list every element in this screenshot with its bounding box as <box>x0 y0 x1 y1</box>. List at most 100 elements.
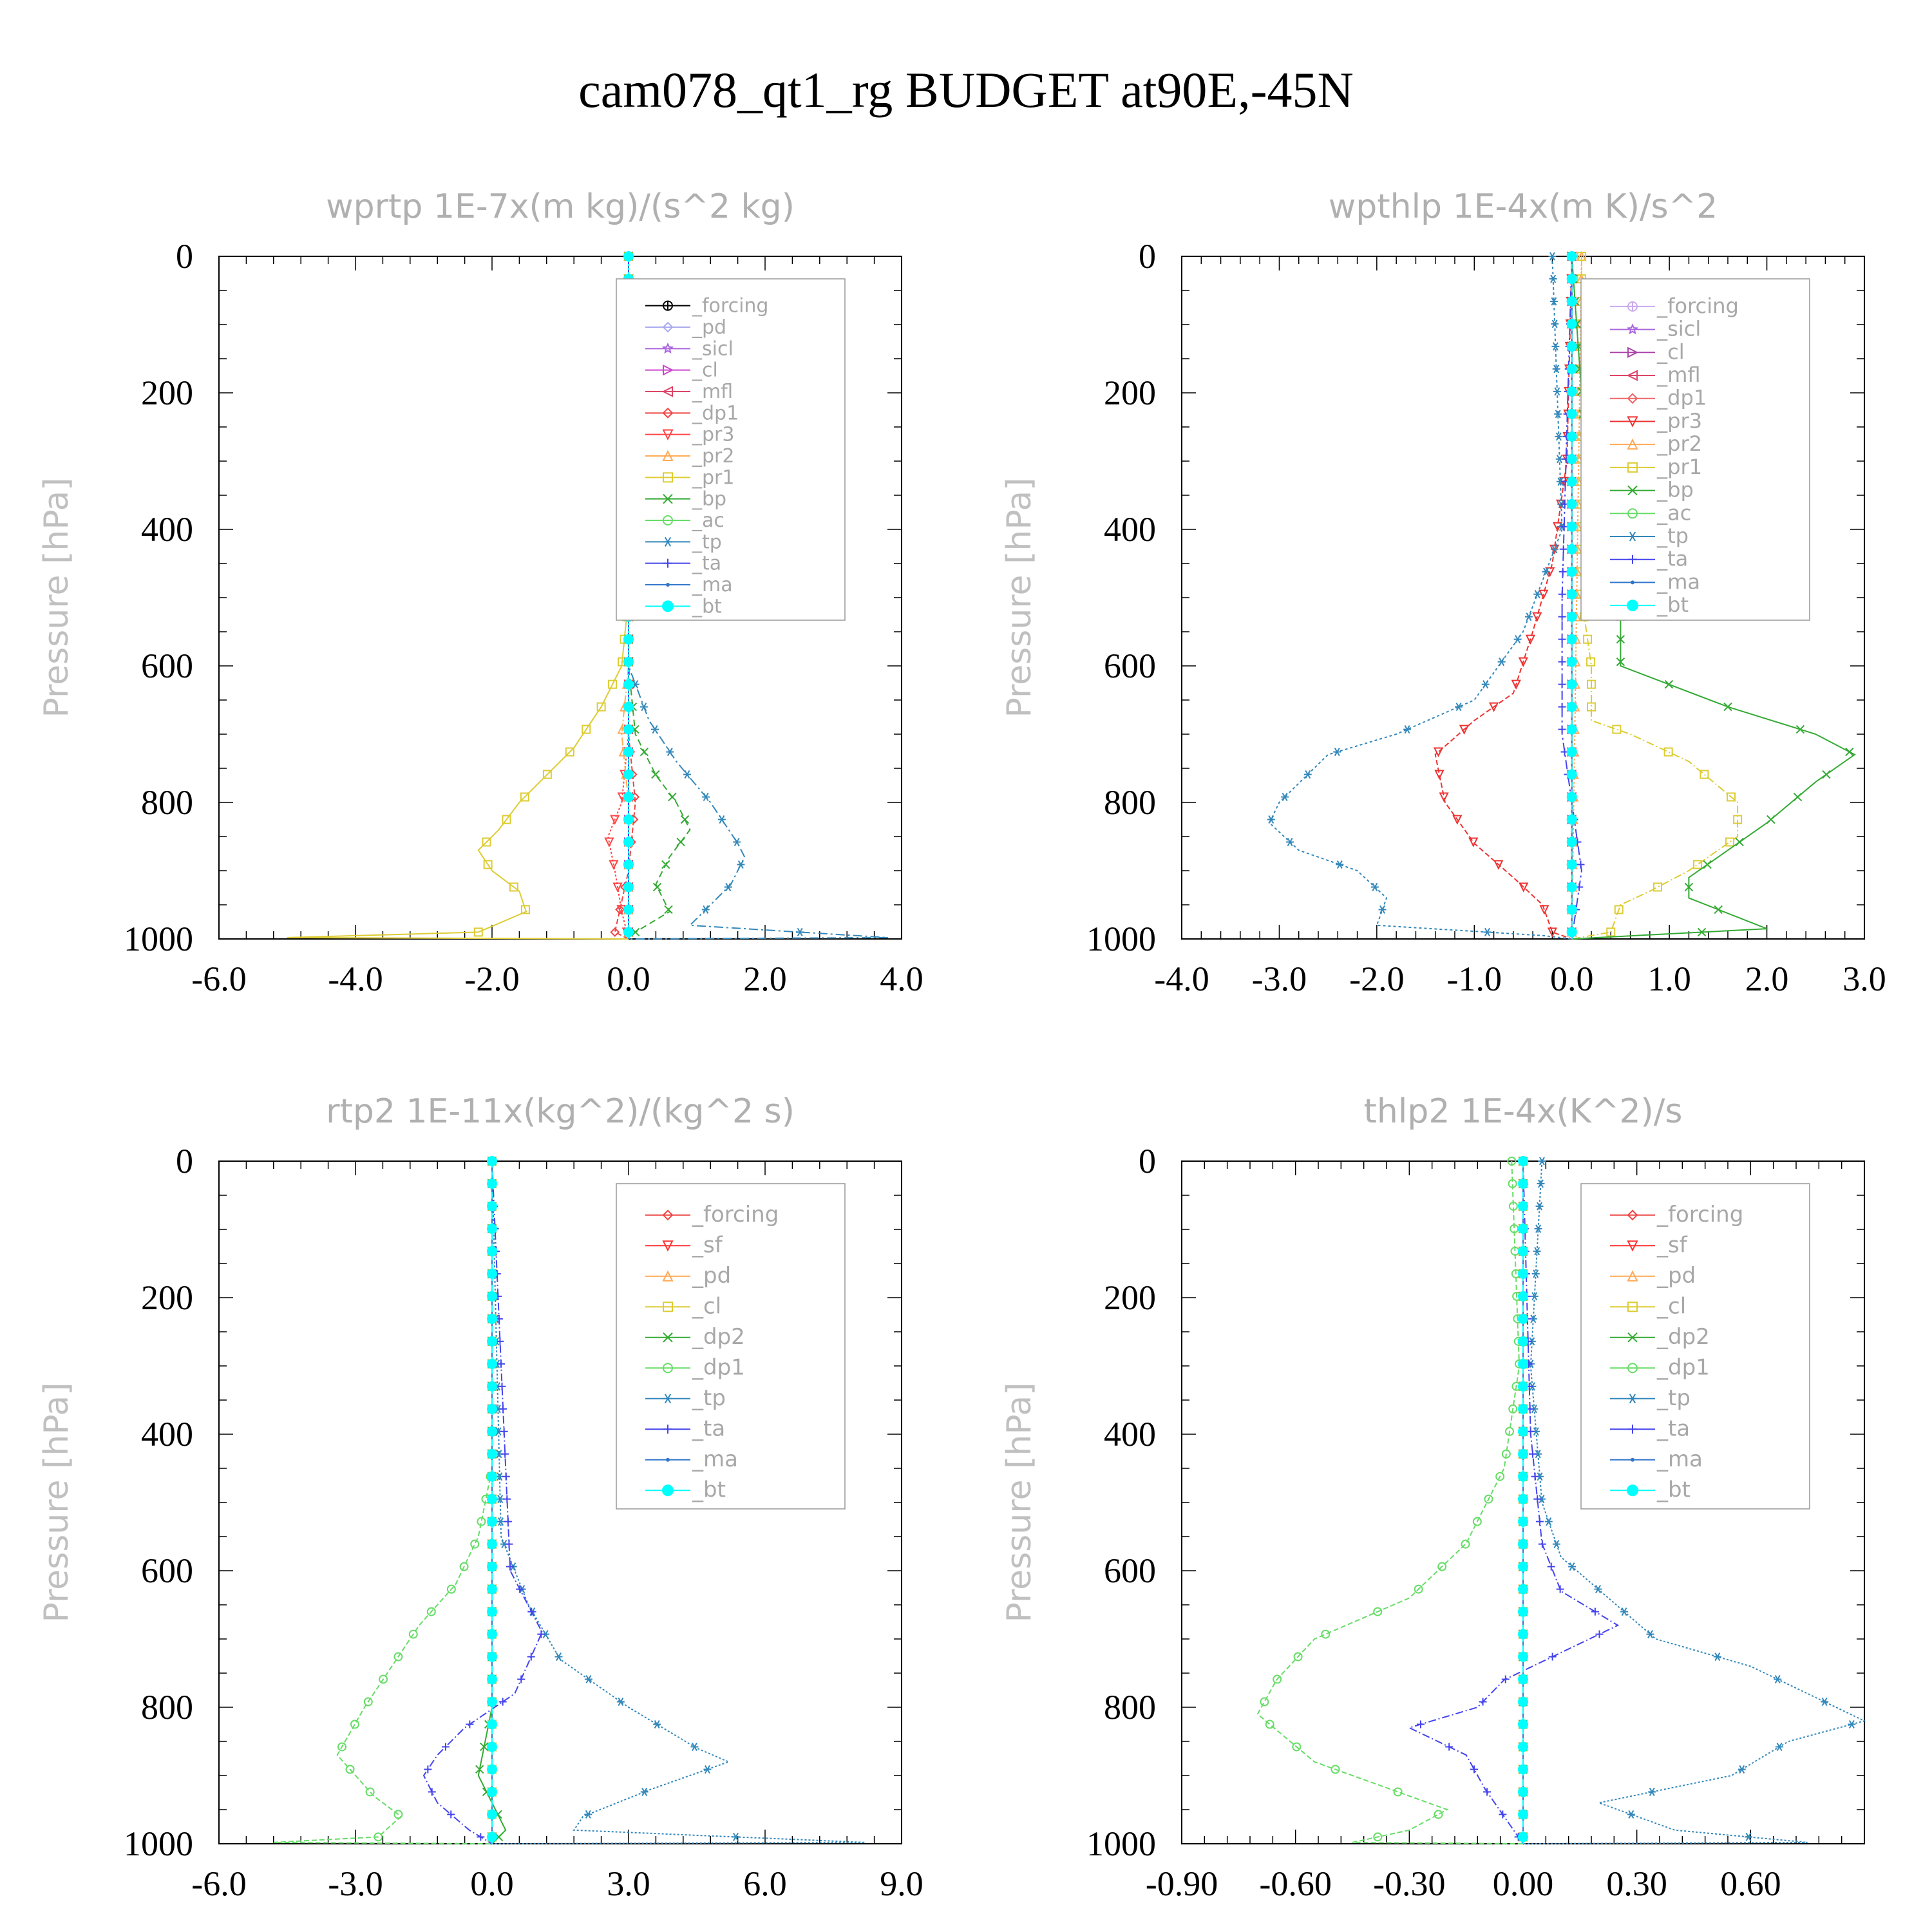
y-axis-label: Pressure [hPa] <box>37 1383 76 1623</box>
legend-item: _ac <box>1610 500 1691 525</box>
legend-item: _sicl <box>1610 317 1701 341</box>
legend-item: _sicl <box>645 337 734 360</box>
legend-item: _forcing <box>1610 294 1739 318</box>
y-tick-label: 200 <box>141 374 193 412</box>
legend-item: _bt <box>645 595 722 618</box>
legend-label: _mfl <box>692 381 733 403</box>
y-tick-label: 600 <box>1104 647 1156 685</box>
series-bt <box>1518 1156 1528 1844</box>
legend-label: _bt <box>692 595 722 618</box>
legend-item: _dp1 <box>645 1354 745 1380</box>
legend-item: _cl <box>645 1293 721 1319</box>
legend-label: _ma <box>692 1446 738 1472</box>
legend-label: _tp <box>692 531 722 553</box>
chart-panel-3: rtp2 1E-11x(kg^2)/(kg^2 s) 0 200 400 600 800 1… <box>37 1092 923 1903</box>
series-pr3 <box>1433 252 1577 940</box>
legend-label: _cl <box>692 359 718 382</box>
legend-label: _pd <box>1656 1263 1696 1289</box>
legend-label: _sf <box>692 1232 723 1258</box>
legend-item: _dp1 <box>1610 1354 1710 1380</box>
legend-item: _pr2 <box>645 445 734 468</box>
legend-item: _pd <box>645 316 726 339</box>
x-tick-label: -0.30 <box>1373 1864 1445 1903</box>
y-tick-label: 200 <box>141 1278 193 1317</box>
y-axis-label: Pressure [hPa] <box>1000 478 1039 718</box>
y-tick-label: 200 <box>1104 374 1156 412</box>
legend-label: _forcing <box>692 1202 779 1227</box>
series-line <box>491 1160 866 1844</box>
figure-title: cam078_qt1_rg BUDGET at90E,-45N <box>578 62 1354 118</box>
x-tick-label: -3.0 <box>1252 960 1307 998</box>
legend-label: _dp2 <box>1656 1324 1710 1350</box>
legend-label: _bp <box>692 488 726 511</box>
legend-item: _ma <box>645 574 733 596</box>
y-tick-label: 400 <box>1104 1415 1156 1454</box>
legend-label: _pd <box>692 1263 731 1289</box>
legend-box <box>616 1183 846 1510</box>
y-tick-label: 0 <box>1139 237 1156 276</box>
legend-label: _ma <box>1656 1446 1703 1472</box>
y-axis-label: Pressure [hPa] <box>37 478 76 718</box>
x-tick-label: 0.30 <box>1606 1864 1667 1903</box>
series-line <box>1522 1160 1866 1844</box>
legend-item: _ma <box>645 1446 738 1472</box>
legend-item: _ta <box>645 1416 725 1441</box>
legend-item: _cl <box>1610 339 1685 364</box>
legend-label: _dp1 <box>692 1354 745 1380</box>
x-tick-label: 2.0 <box>1745 960 1789 998</box>
y-tick-label: 800 <box>141 1688 193 1727</box>
legend-label: _dp1 <box>692 402 739 424</box>
legend-item: _mfl <box>1610 363 1701 387</box>
legend-label: _ac <box>1656 500 1691 525</box>
x-tick-label: 3.0 <box>607 1864 650 1903</box>
panel-title: thlp2 1E-4x(K^2)/s <box>1364 1092 1683 1131</box>
legend-label: _ac <box>692 509 724 532</box>
series-ta <box>422 1157 545 1844</box>
legend-label: _pr3 <box>692 424 734 446</box>
x-tick-label: 2.0 <box>743 960 787 998</box>
legend-label: _ta <box>692 553 721 575</box>
legend-label: _ta <box>1656 547 1688 571</box>
legend-label: _pr3 <box>1656 408 1702 433</box>
legend-label: _pr2 <box>1656 431 1702 456</box>
y-tick-label: 0 <box>176 1142 193 1180</box>
y-tick-label: 0 <box>176 237 193 276</box>
y-tick-label: 400 <box>141 1415 193 1454</box>
chart-panel-2: wpthlp 1E-4x(m K)/s^2 0 200 400 600 800 1000-4… <box>1000 187 1886 998</box>
legend-item: _pr1 <box>645 466 734 489</box>
legend-item: _forcing <box>1610 1202 1743 1227</box>
series-line <box>273 1161 493 1844</box>
legend-item: _tp <box>1610 524 1689 548</box>
legend: _forcing_sicl_cl_mfl_dp1_pr3_pr2_pr1_bp_… <box>1580 278 1810 621</box>
legend-label: _sf <box>1656 1232 1688 1258</box>
x-tick-label: -6.0 <box>191 1864 246 1903</box>
legend-label: _cl <box>1656 339 1685 364</box>
legend-label: _ma <box>692 574 733 596</box>
y-tick-label: 1000 <box>124 1824 193 1863</box>
series-bt <box>487 1156 497 1844</box>
x-tick-label: 0.0 <box>607 960 650 998</box>
y-tick-label: 0 <box>1139 1142 1156 1180</box>
legend-item: _ma <box>1610 1446 1703 1472</box>
chart-panel-4: thlp2 1E-4x(K^2)/s 0 200 400 600 800 1000-0.90… <box>1000 1092 1866 1903</box>
legend-label: _tp <box>1656 524 1689 548</box>
legend-item: _pr3 <box>1610 408 1702 433</box>
series-line <box>422 1160 543 1844</box>
legend-label: _cl <box>692 1293 721 1319</box>
legend: _forcing _sf _pd _cl _dp2 _dp1 _tp _ta _ma _bt <box>1580 1183 1810 1510</box>
x-tick-label: -4.0 <box>328 960 383 998</box>
series-line <box>287 256 629 940</box>
legend-item: _sf <box>1610 1232 1688 1258</box>
legend-label: _forcing <box>1656 294 1739 318</box>
legend: _forcing_pd_sicl_cl_mfl_dp1_pr3_pr2_pr1_… <box>616 278 846 621</box>
chart-panel-1: wprtp 1E-7x(m kg)/(s^2 kg) 0 200 400 600 800 1… <box>37 187 923 998</box>
legend-item: _pd <box>1610 1263 1696 1289</box>
series-line <box>1434 256 1573 940</box>
y-tick-label: 600 <box>1104 1551 1156 1590</box>
y-tick-label: 800 <box>141 783 193 822</box>
panel-title: rtp2 1E-11x(kg^2)/(kg^2 s) <box>326 1092 795 1131</box>
legend-item: _bp <box>645 488 726 511</box>
y-tick-label: 1000 <box>1086 1824 1156 1863</box>
legend-item: _dp2 <box>1610 1324 1710 1350</box>
series-tp <box>1267 252 1572 940</box>
